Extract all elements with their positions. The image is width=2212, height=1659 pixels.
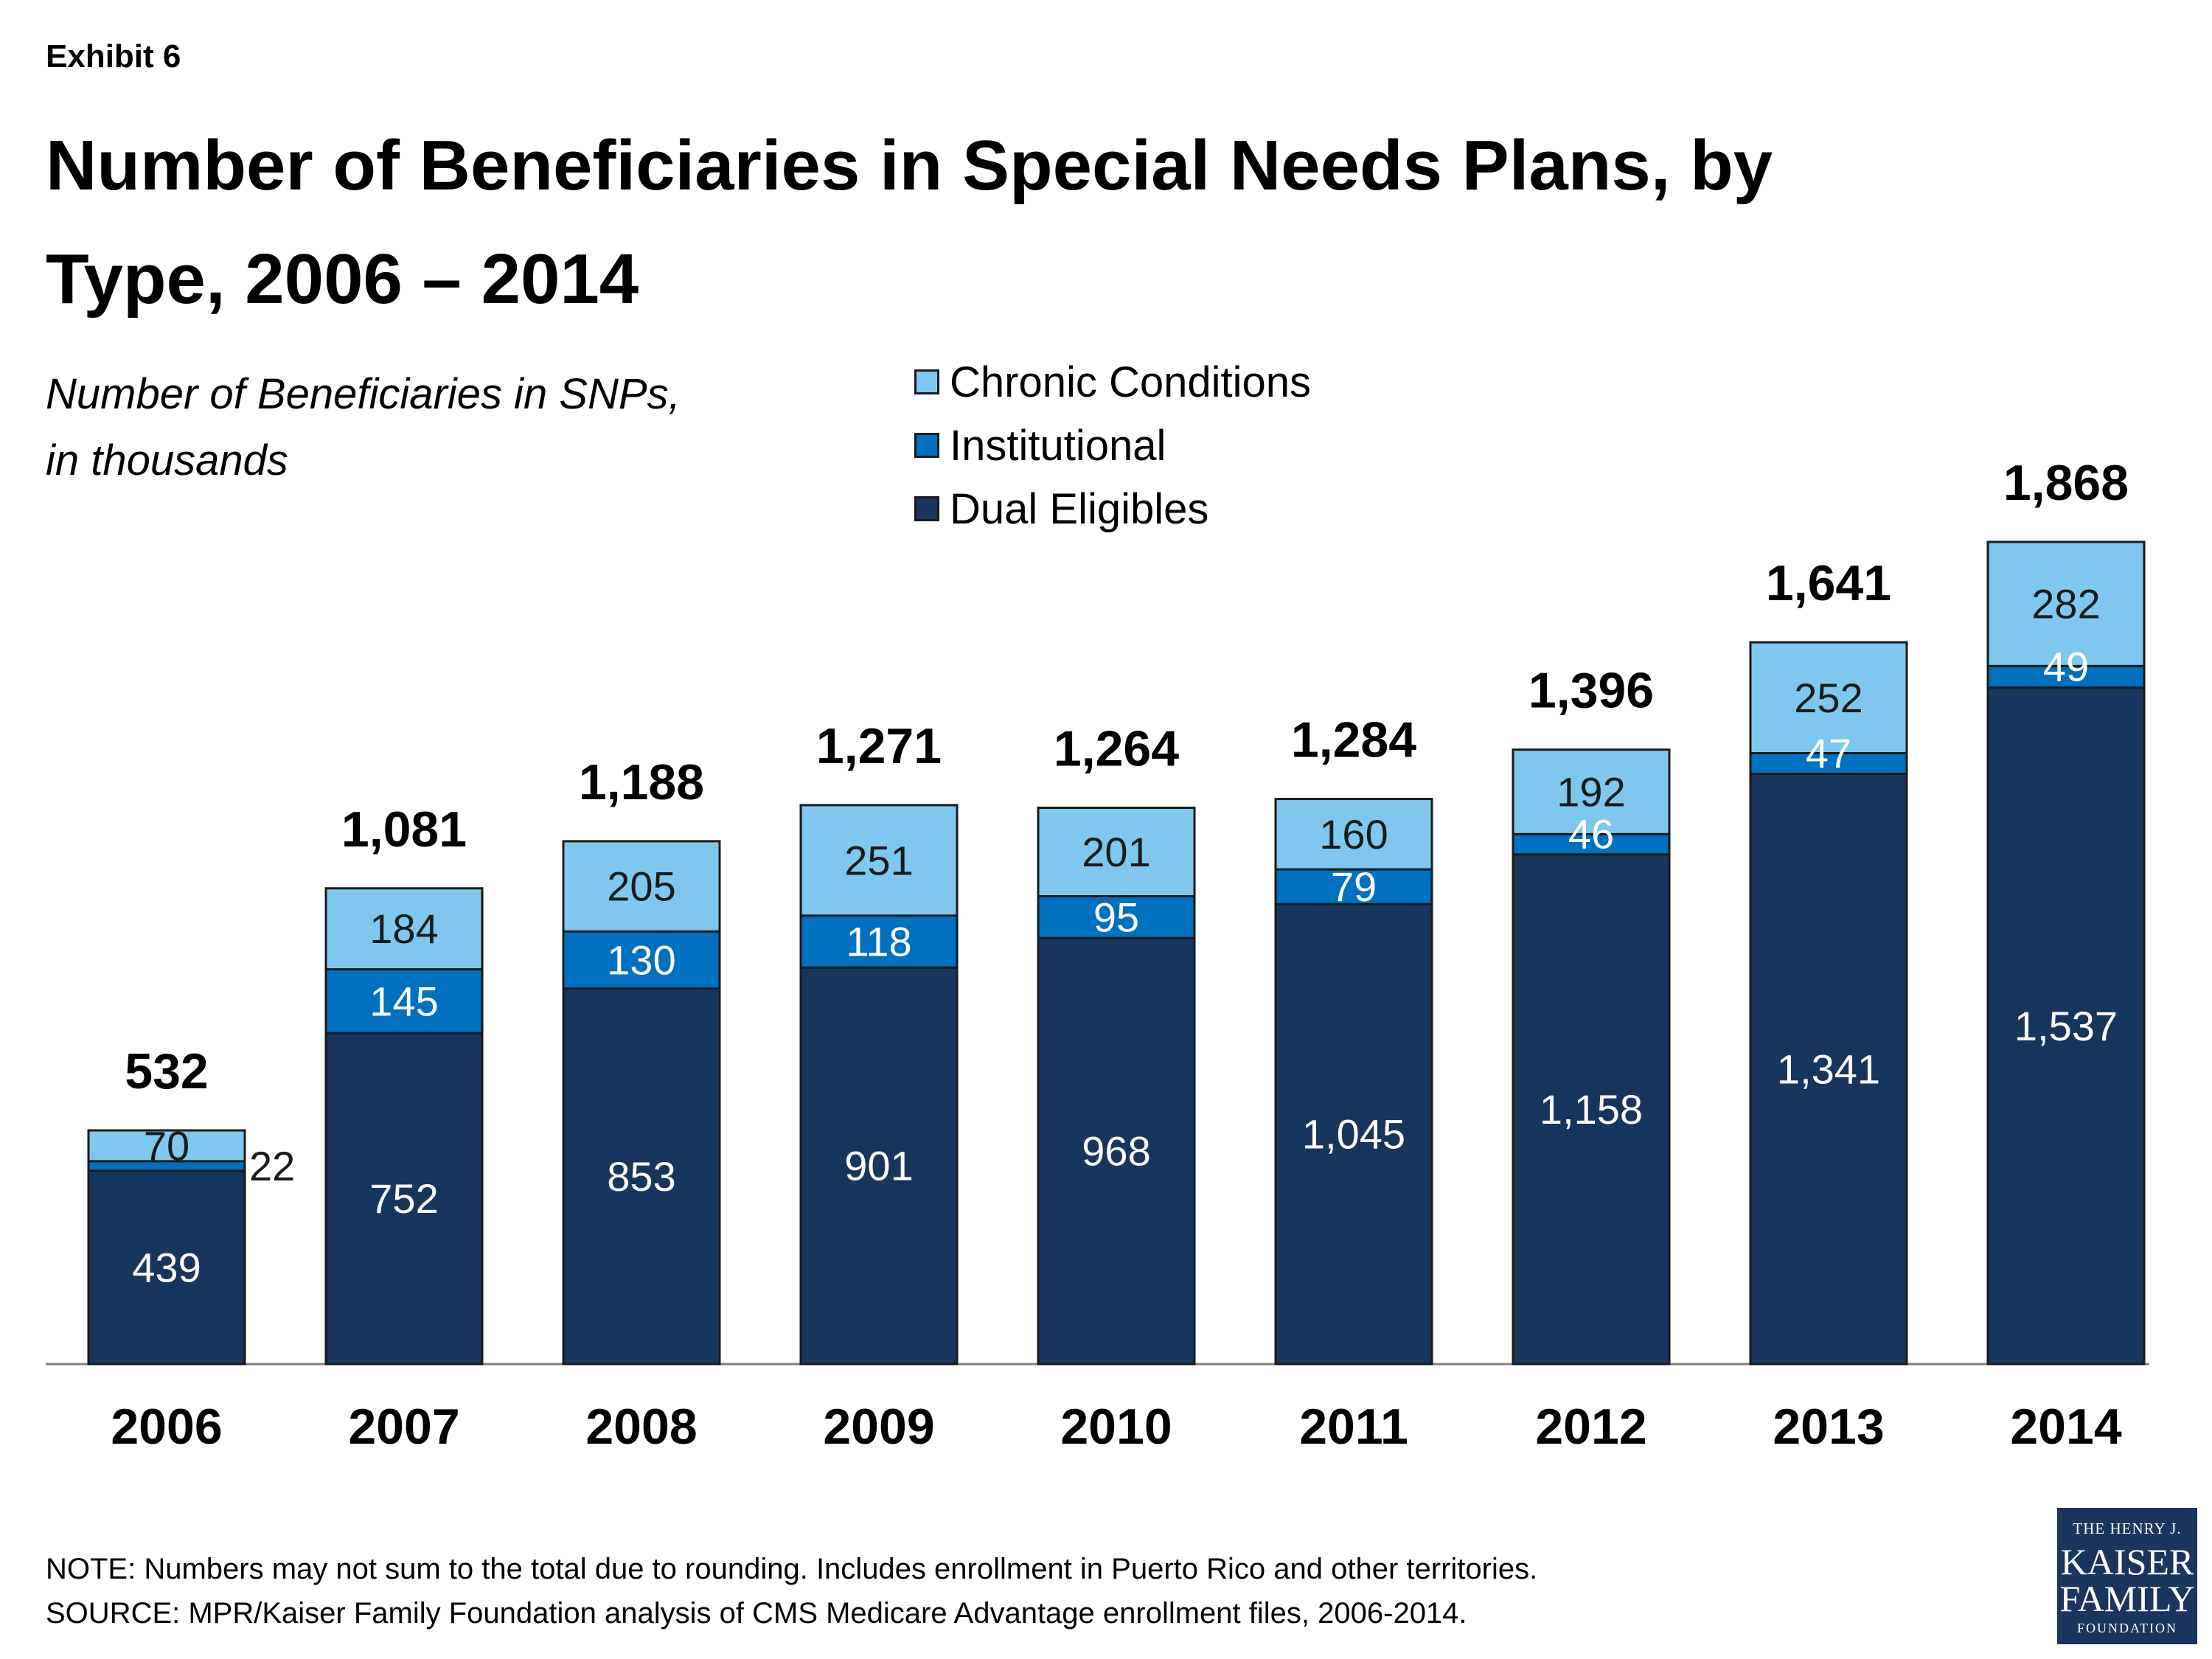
bar-2012-chronic-conditions <box>1512 748 1671 835</box>
label-2006-chronic-conditions: 70 <box>144 1122 189 1169</box>
bar-2008-dual-eligibles <box>562 987 721 1366</box>
x-tick-2007: 2007 <box>348 1399 459 1455</box>
bar-2009-chronic-conditions <box>799 804 959 917</box>
label-2009-chronic-conditions: 251 <box>844 837 913 883</box>
stacked-bar-chart: 439 22 70 532 2006 752 145 184 1,081 2007 853 130 20… <box>46 455 2149 1455</box>
bar-2010-chronic-conditions <box>1037 807 1196 898</box>
label-2006-dual-eligibles: 439 <box>132 1244 201 1290</box>
legend-item-institutional: Institutional <box>914 414 1311 477</box>
label-2007-chronic-conditions: 184 <box>369 905 438 952</box>
x-tick-2013: 2013 <box>1773 1399 1884 1455</box>
subtitle-line-2: in thousands <box>46 437 288 484</box>
logo-line-3: FAMILY <box>2059 1578 2195 1619</box>
bar-2013-institutional <box>1749 752 1908 776</box>
label-2007-dual-eligibles: 752 <box>369 1175 438 1222</box>
chart-legend: Chronic Conditions Institutional Dual El… <box>914 350 1311 540</box>
total-label-2010: 1,264 <box>1054 721 1179 777</box>
total-label-2007: 1,081 <box>341 801 467 858</box>
total-label-2006: 532 <box>125 1043 208 1099</box>
label-2010-dual-eligibles: 968 <box>1082 1128 1150 1175</box>
label-2010-chronic-conditions: 201 <box>1082 829 1150 875</box>
label-2012-chronic-conditions: 192 <box>1557 769 1625 815</box>
bar-2008-chronic-conditions <box>562 840 721 933</box>
bar-2008-institutional <box>562 930 721 990</box>
label-2006-institutional: 22 <box>249 1143 295 1189</box>
bar-2014-dual-eligibles <box>1986 686 2146 1366</box>
label-2011-institutional: 79 <box>1331 863 1377 910</box>
total-label-2009: 1,271 <box>816 718 942 774</box>
x-tick-2014: 2014 <box>2010 1399 2121 1455</box>
bar-2007-chronic-conditions <box>324 887 484 971</box>
label-2010-institutional: 95 <box>1093 894 1139 940</box>
bar-2006-chronic-conditions <box>87 1129 246 1163</box>
label-2011-dual-eligibles: 1,045 <box>1302 1111 1405 1158</box>
logo-line-1: THE HENRY J. <box>2073 1520 2182 1537</box>
bar-2007-institutional <box>324 968 484 1034</box>
chart-title: Number of Beneficiaries in Special Needs… <box>46 126 1773 319</box>
label-2013-dual-eligibles: 1,341 <box>1777 1046 1880 1092</box>
kff-logo: THE HENRY J. KAISER FAMILY FOUNDATION <box>2057 1508 2197 1644</box>
bar-2012-institutional <box>1512 832 1671 856</box>
logo-line-2: KAISER <box>2060 1541 2194 1582</box>
bar-2013-chronic-conditions <box>1749 641 1908 755</box>
label-2011-chronic-conditions: 160 <box>1319 811 1388 858</box>
bar-2007-dual-eligibles <box>324 1032 484 1366</box>
legend-item-chronic: Chronic Conditions <box>914 350 1311 414</box>
bar-2006-dual-eligibles <box>87 1169 246 1366</box>
bar-2014-chronic-conditions <box>1986 540 2146 667</box>
label-2014-chronic-conditions: 282 <box>2031 581 2100 627</box>
x-tick-2011: 2011 <box>1299 1399 1408 1455</box>
total-label-2008: 1,188 <box>579 754 704 810</box>
bar-2012-dual-eligibles <box>1512 853 1671 1366</box>
bar-2009-institutional <box>799 914 959 969</box>
legend-item-dual: Dual Eligibles <box>914 477 1311 540</box>
label-2009-institutional: 118 <box>846 918 911 964</box>
legend-swatch-chronic <box>914 369 939 394</box>
bar-2011-chronic-conditions <box>1274 798 1433 871</box>
bar-2010-institutional <box>1037 895 1196 939</box>
label-2012-dual-eligibles: 1,158 <box>1540 1086 1643 1133</box>
legend-label-institutional: Institutional <box>950 421 1166 470</box>
x-tick-2009: 2009 <box>823 1399 934 1455</box>
label-2014-dual-eligibles: 1,537 <box>2014 1003 2118 1049</box>
subtitle-line-1: Number of Beneficiaries in SNPs, <box>46 370 681 418</box>
legend-label-chronic: Chronic Conditions <box>950 358 1312 406</box>
chart-subtitle: Number of Beneficiaries in SNPs, in thou… <box>46 361 681 494</box>
legend-swatch-dual <box>914 496 939 521</box>
x-tick-2010: 2010 <box>1060 1399 1172 1455</box>
label-2012-institutional: 46 <box>1568 811 1614 858</box>
label-2008-dual-eligibles: 853 <box>607 1153 675 1200</box>
label-2007-institutional: 145 <box>369 978 438 1024</box>
footnotes: NOTE: Numbers may not sum to the total d… <box>46 1547 1537 1635</box>
exhibit-label: Exhibit 6 <box>46 38 181 74</box>
bar-2009-dual-eligibles <box>799 966 959 1366</box>
label-2014-institutional: 49 <box>2043 643 2089 689</box>
x-tick-2008: 2008 <box>585 1399 697 1455</box>
total-label-2014: 1,868 <box>2003 455 2129 511</box>
logo-line-4: FOUNDATION <box>2077 1621 2177 1635</box>
source-text: SOURCE: MPR/Kaiser Family Foundation ana… <box>46 1597 1467 1630</box>
total-label-2013: 1,641 <box>1766 555 1891 611</box>
total-label-2011: 1,284 <box>1291 712 1416 768</box>
bar-2010-dual-eligibles <box>1037 936 1196 1366</box>
x-tick-2006: 2006 <box>111 1399 222 1455</box>
total-label-2012: 1,396 <box>1528 663 1654 719</box>
label-2013-chronic-conditions: 252 <box>1794 675 1863 721</box>
label-2013-institutional: 47 <box>1806 730 1851 776</box>
bar-2011-institutional <box>1274 868 1433 905</box>
label-2008-chronic-conditions: 205 <box>607 863 675 910</box>
bar-2011-dual-eligibles <box>1274 902 1433 1366</box>
note-text: NOTE: Numbers may not sum to the total d… <box>46 1553 1538 1585</box>
legend-label-dual: Dual Eligibles <box>950 484 1209 533</box>
legend-swatch-institutional <box>914 433 939 458</box>
x-tick-2012: 2012 <box>1535 1399 1646 1455</box>
label-2008-institutional: 130 <box>607 937 675 984</box>
label-2009-dual-eligibles: 901 <box>844 1143 913 1189</box>
